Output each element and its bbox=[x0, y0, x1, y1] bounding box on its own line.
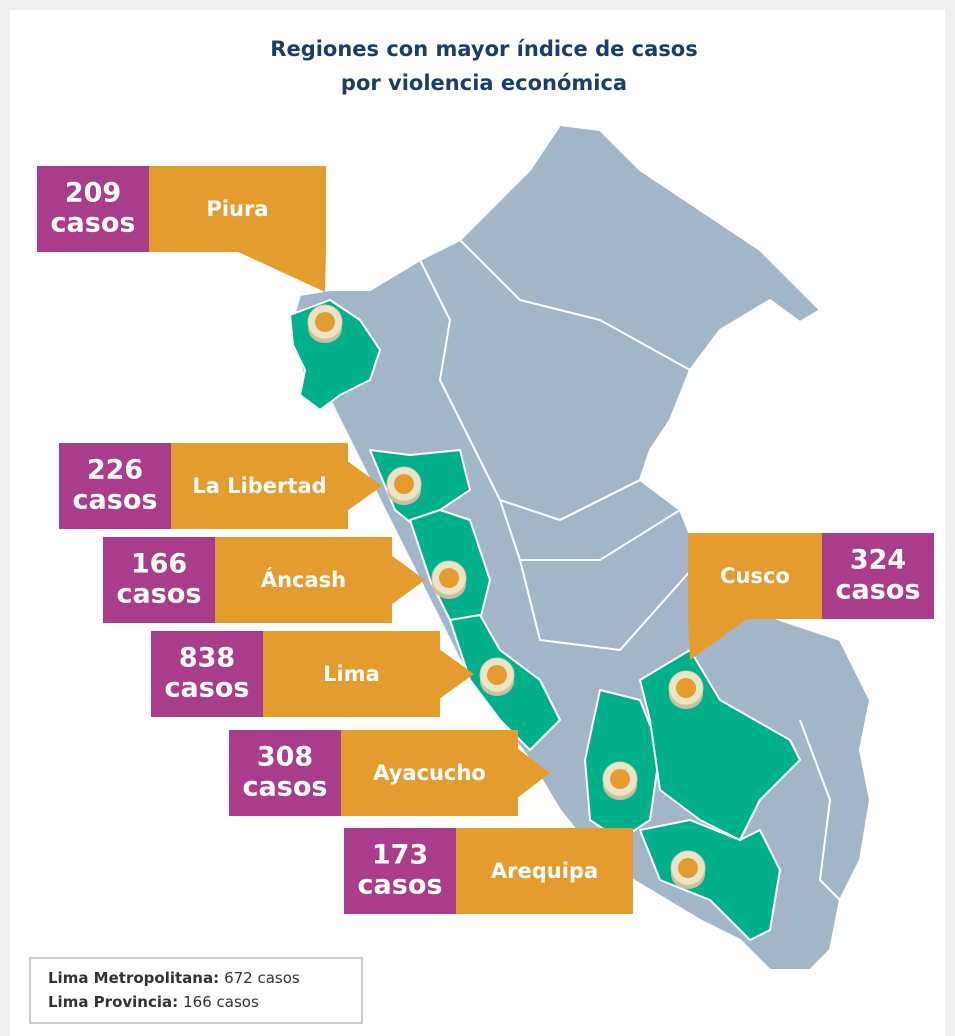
region-name: Cusco bbox=[720, 564, 790, 588]
case-unit: casos bbox=[358, 870, 443, 901]
region-name: La Libertad bbox=[192, 474, 326, 498]
count-box bbox=[103, 537, 215, 623]
region-name: Áncash bbox=[261, 567, 346, 592]
region-name: Lima bbox=[323, 662, 380, 686]
case-count: 209 bbox=[65, 178, 121, 209]
border bbox=[499, 499, 681, 561]
name-box bbox=[341, 730, 518, 816]
case-unit: casos bbox=[73, 485, 158, 516]
region-name: Piura bbox=[206, 197, 268, 221]
border bbox=[419, 259, 641, 521]
region-arequipa bbox=[639, 819, 781, 941]
count-box bbox=[822, 533, 934, 619]
pin-dot bbox=[315, 312, 335, 332]
name-box bbox=[171, 443, 348, 529]
name-box bbox=[456, 828, 633, 914]
legend-label: Lima Metropolitana: bbox=[48, 969, 219, 987]
region-name: Arequipa bbox=[491, 859, 598, 883]
callout-pointer bbox=[517, 748, 550, 798]
name-box bbox=[149, 166, 326, 252]
border bbox=[459, 239, 691, 371]
callout-pointer bbox=[688, 618, 748, 660]
pin-dot bbox=[394, 474, 414, 494]
title-line: por violencia económica bbox=[341, 71, 627, 95]
case-count: 166 bbox=[131, 549, 187, 580]
legend-value: 672 casos bbox=[224, 969, 300, 987]
region-name: Ayacucho bbox=[373, 761, 486, 785]
case-count: 308 bbox=[257, 742, 313, 773]
case-unit: casos bbox=[836, 575, 921, 606]
legend-item: Lima Provincia: 166 casos bbox=[48, 993, 259, 1011]
count-box bbox=[37, 166, 149, 252]
legend-item: Lima Metropolitana: 672 casos bbox=[48, 969, 300, 987]
name-box bbox=[263, 631, 440, 717]
pin-dot bbox=[678, 858, 698, 878]
count-box bbox=[151, 631, 263, 717]
count-box bbox=[344, 828, 456, 914]
pin-dot bbox=[487, 665, 507, 685]
case-count: 838 bbox=[179, 643, 235, 674]
callout-pointer bbox=[391, 555, 425, 605]
callout-pointer bbox=[439, 649, 474, 699]
case-count: 226 bbox=[87, 455, 143, 486]
pin-dot bbox=[439, 568, 459, 588]
case-unit: casos bbox=[51, 208, 136, 239]
legend-value: 166 casos bbox=[183, 993, 259, 1011]
callout-pointer bbox=[347, 461, 382, 511]
name-box bbox=[215, 537, 392, 623]
case-unit: casos bbox=[117, 579, 202, 610]
count-box bbox=[229, 730, 341, 816]
border bbox=[519, 559, 701, 651]
pin-dot bbox=[610, 769, 630, 789]
callout-pointer bbox=[236, 251, 326, 292]
name-box bbox=[688, 533, 822, 619]
pin-dot bbox=[676, 678, 696, 698]
legend-label: Lima Provincia: bbox=[48, 993, 178, 1011]
count-box bbox=[59, 443, 171, 529]
case-unit: casos bbox=[243, 772, 328, 803]
case-count: 324 bbox=[850, 545, 906, 576]
title-line: Regiones con mayor índice de casos bbox=[270, 37, 697, 61]
case-count: 173 bbox=[372, 840, 428, 871]
case-unit: casos bbox=[165, 673, 250, 704]
border bbox=[799, 719, 841, 901]
legend-box bbox=[29, 957, 363, 1024]
